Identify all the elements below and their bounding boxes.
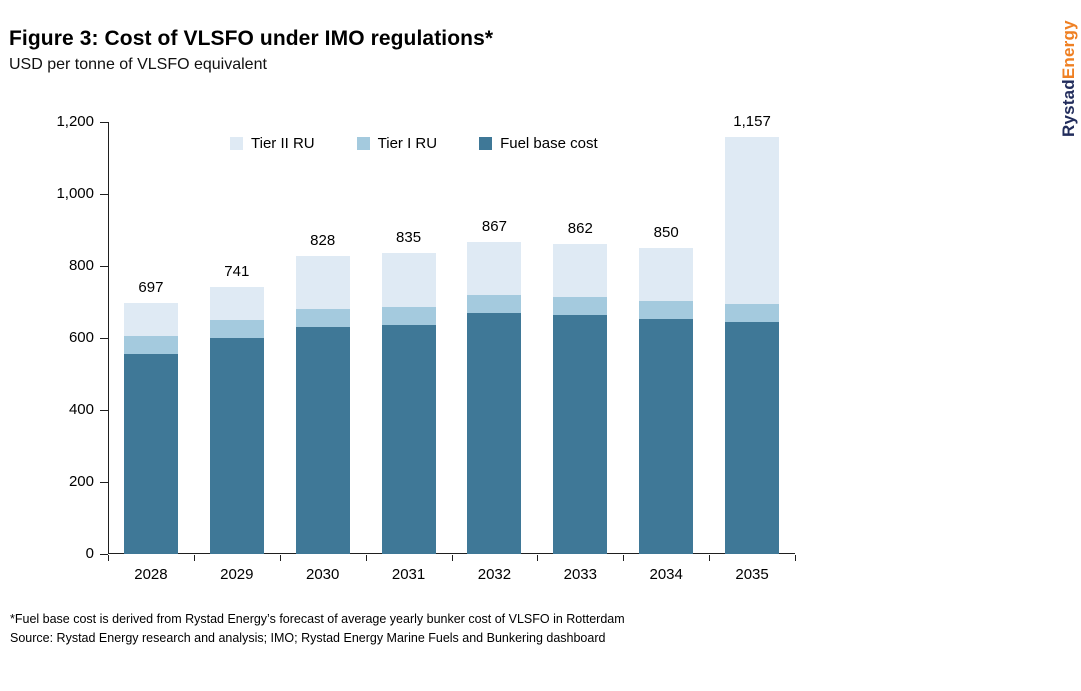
bar-segment-tier-i-ru — [123, 336, 178, 355]
bar-group-2030 — [295, 255, 350, 554]
y-axis-tick-label: 600 — [68, 329, 94, 346]
bar-segment-tier-i-ru — [295, 309, 350, 328]
bar-segment-fuel-base-cost — [123, 354, 178, 554]
bar-total-label: 697 — [138, 279, 164, 297]
x-axis-tick-mark — [537, 555, 539, 561]
bar-segment-tier-ii-ru — [553, 243, 608, 298]
legend-swatch-icon — [356, 137, 370, 150]
x-axis-tick-mark — [795, 555, 796, 561]
x-axis-category-label: 2034 — [649, 566, 683, 583]
legend-label: Fuel base cost — [500, 135, 598, 152]
legend-item-fuel-base-cost: Fuel base cost — [479, 135, 598, 152]
bar-segment-tier-i-ru — [209, 319, 264, 338]
y-axis-tick-label: 0 — [85, 545, 94, 562]
bar-group-2032 — [467, 241, 522, 554]
y-axis-tick-label: 1,000 — [56, 185, 94, 202]
plot-area — [108, 122, 795, 554]
x-axis-tick-mark — [709, 555, 711, 561]
legend-item-tier-ii-ru: Tier II RU — [230, 135, 315, 152]
bar-segment-tier-ii-ru — [639, 248, 694, 301]
bar-segment-tier-ii-ru — [295, 255, 350, 310]
bar-group-2029 — [209, 287, 264, 554]
legend-label: Tier II RU — [251, 135, 315, 152]
chart-header: Figure 3: Cost of VLSFO under IMO regula… — [9, 27, 493, 74]
bar-segment-fuel-base-cost — [639, 318, 694, 554]
legend-label: Tier I RU — [377, 135, 438, 152]
x-axis-tick-mark — [623, 555, 625, 561]
x-axis-category-label: 2030 — [306, 566, 340, 583]
y-axis-tick-mark — [100, 265, 108, 267]
bar-segment-tier-ii-ru — [381, 253, 436, 307]
bar-group-2034 — [639, 248, 694, 554]
bar-total-label: 835 — [396, 229, 422, 247]
bar-total-label: 867 — [481, 217, 507, 235]
chart-subtitle: USD per tonne of VLSFO equivalent — [9, 56, 267, 73]
bar-group-2033 — [553, 243, 608, 554]
x-axis-category-label: 2028 — [134, 566, 168, 583]
y-axis-tick-label: 200 — [68, 473, 94, 490]
x-axis-category-label: 2029 — [220, 566, 254, 583]
legend-swatch-icon — [230, 137, 243, 150]
bar-segment-tier-i-ru — [639, 300, 694, 319]
y-axis-tick-mark — [100, 121, 108, 123]
bar-segment-tier-i-ru — [553, 297, 608, 316]
footnotes: *Fuel base cost is derived from Rystad E… — [10, 610, 625, 648]
y-axis-tick-label: 400 — [68, 401, 94, 418]
legend: Tier II RU Tier I RU Fuel base cost — [230, 135, 598, 152]
x-axis-tick-mark — [451, 555, 453, 561]
bar-segment-tier-i-ru — [381, 306, 436, 325]
bar-total-label: 850 — [653, 224, 679, 241]
x-axis-category-label: 2033 — [563, 566, 597, 583]
x-axis-category-label: 2031 — [391, 566, 426, 583]
y-axis-tick-label: 1,200 — [56, 113, 94, 130]
bar-segment-tier-ii-ru — [725, 137, 780, 304]
bar-total-label: 1,157 — [733, 113, 771, 131]
bar-segment-tier-ii-ru — [123, 303, 178, 337]
y-axis-tick-mark — [100, 481, 108, 483]
bar-segment-fuel-base-cost — [209, 337, 264, 554]
bar-total-label: 828 — [310, 231, 336, 249]
source-note: Source: Rystad Energy research and analy… — [10, 631, 606, 645]
bar-segment-tier-ii-ru — [467, 241, 522, 296]
legend-item-tier-i-ru: Tier I RU — [356, 135, 438, 152]
x-axis-tick-mark — [108, 555, 109, 561]
bar-segment-tier-ii-ru — [209, 287, 264, 320]
legend-swatch-icon — [479, 137, 493, 150]
x-axis-tick-mark — [365, 555, 367, 561]
y-axis-tick-label: 800 — [68, 257, 94, 274]
footnote-asterisk: *Fuel base cost is derived from Rystad E… — [10, 612, 625, 626]
y-axis-tick-mark — [100, 553, 108, 555]
bar-segment-fuel-base-cost — [467, 313, 522, 554]
y-axis-tick-mark — [100, 337, 108, 339]
y-axis-tick-mark — [100, 193, 108, 195]
x-axis-tick-mark — [193, 555, 195, 561]
bar-group-2028 — [123, 303, 178, 554]
x-axis-category-label: 2032 — [477, 566, 512, 583]
x-axis-category-label: 2035 — [735, 566, 769, 583]
bar-total-label: 862 — [567, 219, 593, 237]
bar-segment-tier-i-ru — [467, 295, 522, 314]
bar-segment-fuel-base-cost — [725, 321, 780, 554]
y-axis-tick-mark — [100, 409, 108, 411]
bar-segment-fuel-base-cost — [553, 315, 608, 554]
bar-segment-fuel-base-cost — [295, 327, 350, 554]
bar-segment-fuel-base-cost — [381, 324, 436, 554]
x-axis-tick-mark — [279, 555, 281, 561]
bar-segment-tier-i-ru — [725, 303, 780, 322]
bar-group-2031 — [381, 253, 436, 554]
bar-group-2035 — [725, 137, 780, 554]
chart-title: Figure 3: Cost of VLSFO under IMO regula… — [9, 27, 494, 50]
bar-total-label: 741 — [224, 263, 250, 281]
